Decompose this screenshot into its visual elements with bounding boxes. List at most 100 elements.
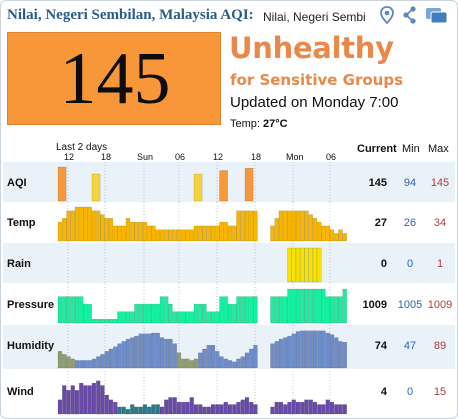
bar-pressure — [244, 296, 250, 324]
bar-humidity — [338, 341, 343, 369]
metric-row-aqi: AQI 145 94 145 — [3, 162, 455, 202]
bar-pressure — [295, 288, 301, 324]
bar-pressure — [70, 296, 75, 324]
metric-plot — [57, 325, 347, 369]
windows-icon[interactable] — [424, 5, 450, 25]
bar-humidity — [125, 338, 131, 369]
bar-pressure — [125, 311, 131, 324]
bar-pressure — [210, 311, 216, 324]
bar-pressure — [325, 296, 330, 324]
bar-pressure — [62, 296, 67, 324]
bar-temp — [96, 210, 101, 242]
bar-pressure — [134, 303, 139, 324]
bar-temp — [62, 218, 67, 242]
col-max: Max — [428, 143, 449, 155]
bar-wind — [189, 397, 194, 415]
bar-wind — [142, 404, 148, 415]
time-tick-label: 18 — [101, 152, 112, 162]
bar-wind — [172, 397, 177, 415]
bar-pressure — [219, 296, 224, 324]
bar-temp — [74, 206, 80, 242]
bar-temp — [117, 225, 122, 242]
bar-pressure — [253, 296, 258, 324]
metric-min-value: 0 — [406, 386, 414, 398]
metric-min-value: 1005 — [397, 299, 423, 311]
bar-temp — [176, 229, 182, 242]
bar-wind — [168, 397, 173, 415]
bar-aqi — [244, 167, 254, 202]
bar-temp — [249, 210, 254, 242]
bar-temp — [142, 221, 148, 242]
bar-pressure — [300, 288, 305, 324]
bar-pressure — [57, 296, 63, 324]
bar-temp — [253, 210, 258, 242]
col-min: Min — [402, 143, 420, 155]
map-pin-icon[interactable] — [377, 5, 397, 25]
metric-current-value: 74 — [374, 340, 387, 352]
temp-value: 27°C — [263, 118, 288, 130]
bar-temp — [325, 225, 330, 242]
bar-pressure — [312, 288, 318, 324]
bar-wind — [308, 399, 313, 415]
share-icon[interactable] — [400, 5, 420, 25]
bar-pressure — [176, 311, 182, 324]
bar-aqi — [193, 173, 203, 202]
bar-temp — [138, 221, 143, 242]
bar-humidity — [185, 358, 190, 369]
time-tick-label: 06 — [326, 152, 337, 162]
bar-wind — [291, 399, 296, 415]
bar-humidity — [108, 348, 114, 369]
bar-pressure — [104, 319, 109, 324]
bar-rain — [312, 247, 318, 283]
bar-humidity — [151, 332, 156, 369]
station-field[interactable] — [263, 9, 365, 25]
time-tick-label: 18 — [251, 152, 262, 162]
bar-pressure — [223, 296, 228, 324]
bar-rain — [300, 247, 305, 283]
bar-wind — [74, 390, 80, 415]
bar-pressure — [185, 311, 190, 324]
bar-temp — [334, 233, 339, 242]
bar-wind — [176, 401, 182, 415]
bar-pressure — [96, 319, 101, 324]
bar-temp — [121, 225, 126, 242]
bar-pressure — [159, 296, 165, 324]
col-current: Current — [357, 143, 397, 155]
metric-current-value: 27 — [374, 217, 387, 229]
bar-temp — [130, 221, 135, 242]
bar-temp — [57, 221, 63, 242]
bar-temp — [181, 229, 186, 242]
bar-humidity — [79, 360, 84, 369]
bar-pressure — [291, 288, 296, 324]
bar-pressure — [215, 311, 220, 324]
metric-row-temp: Temp 27 26 34 — [3, 202, 455, 242]
bar-aqi — [219, 170, 228, 202]
bar-humidity — [300, 330, 305, 369]
bar-pressure — [342, 288, 347, 324]
aqi-value-box: 145 — [7, 32, 221, 125]
time-tick-label: 12 — [64, 152, 75, 162]
city-title: Nilai, Negeri Sembilan, Malaysia AQI: — [7, 7, 254, 23]
bar-temp — [87, 206, 92, 242]
bar-humidity — [236, 358, 241, 369]
bar-humidity — [91, 358, 97, 369]
bar-humidity — [57, 351, 63, 369]
bar-wind — [219, 404, 224, 415]
bar-rain — [291, 247, 296, 283]
bar-humidity — [304, 330, 309, 369]
bar-temp — [278, 210, 284, 242]
time-tick-label: 06 — [175, 152, 186, 162]
bar-pressure — [193, 303, 199, 324]
bar-humidity — [227, 360, 233, 369]
bar-humidity — [287, 335, 292, 369]
bar-wind — [210, 404, 216, 415]
metric-min-value: 47 — [403, 340, 417, 352]
bar-wind — [215, 404, 220, 415]
bar-aqi — [57, 166, 67, 202]
bar-wind — [138, 406, 143, 415]
bar-humidity — [244, 352, 250, 369]
bar-wind — [223, 401, 228, 415]
bar-pressure — [164, 296, 169, 324]
bar-humidity — [176, 352, 182, 369]
